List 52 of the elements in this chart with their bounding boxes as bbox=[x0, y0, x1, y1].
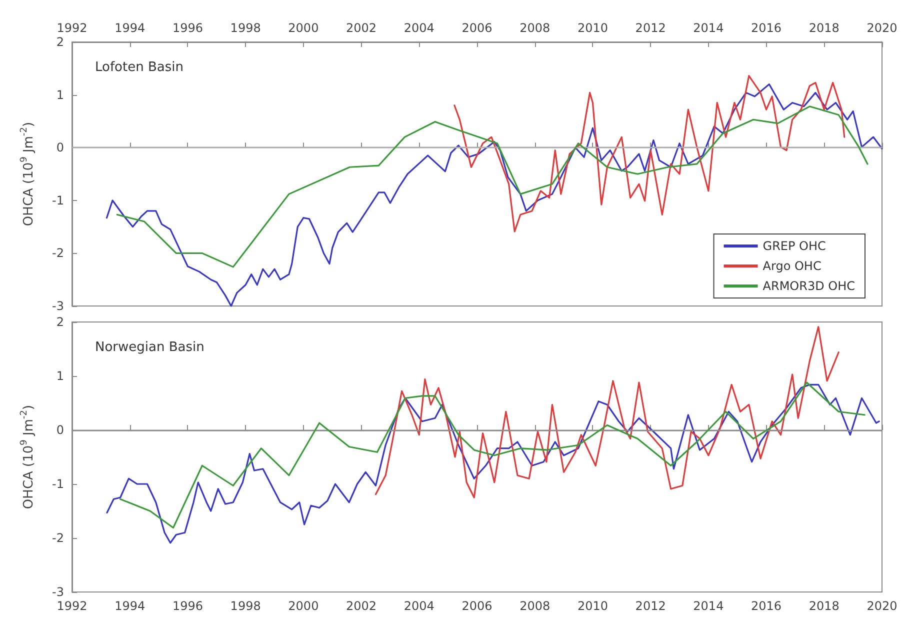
y-tick-label: -1 bbox=[52, 477, 64, 491]
y-tick-label: 2 bbox=[56, 35, 64, 49]
x2-tick-label: 1994 bbox=[114, 21, 146, 35]
x-tick-label: 2016 bbox=[751, 599, 782, 613]
line-series bbox=[106, 83, 883, 307]
y-axis-title: OHCA (109 Jm-2) bbox=[20, 404, 36, 510]
x2-tick-label: 2018 bbox=[808, 21, 840, 35]
x-tick-label: 2006 bbox=[462, 599, 492, 613]
text: Norwegian Basin bbox=[95, 340, 204, 355]
y-tick-label: 1 bbox=[56, 369, 64, 383]
y-tick-label: -3 bbox=[52, 299, 64, 313]
x-tick-label: 1994 bbox=[114, 599, 146, 613]
x2-tick-label: 1996 bbox=[172, 21, 203, 35]
y-tick-label: -3 bbox=[52, 585, 64, 599]
line-series bbox=[374, 326, 840, 498]
x2-tick-label: 1998 bbox=[230, 21, 261, 35]
x-tick-label: 2018 bbox=[808, 599, 840, 613]
x-tick-label: 2014 bbox=[693, 599, 724, 613]
x-tick-label: 2010 bbox=[577, 599, 608, 613]
x-tick-label: 2002 bbox=[346, 599, 377, 613]
line-series bbox=[454, 74, 846, 232]
x-tick-label: 1996 bbox=[172, 599, 203, 613]
x2-tick-label: 2002 bbox=[346, 21, 377, 35]
legend-label: GREP OHC bbox=[762, 239, 826, 253]
x2-tick-label: 2006 bbox=[462, 21, 492, 35]
x2-tick-label: 2000 bbox=[288, 21, 319, 35]
x-tick-label: 2004 bbox=[404, 599, 434, 613]
x-tick-label: 1998 bbox=[230, 599, 261, 613]
x-tick-label: 2020 bbox=[866, 599, 898, 613]
x-tick-label: 2012 bbox=[635, 599, 666, 613]
x2-tick-label: 2016 bbox=[751, 21, 782, 35]
y-tick-label: 1 bbox=[56, 88, 64, 102]
x2-tick-label: 1992 bbox=[56, 21, 88, 35]
y-tick-label: -1 bbox=[52, 193, 64, 208]
x2-tick-label: 2014 bbox=[693, 21, 724, 35]
legend-label: ARMOR3D OHC bbox=[762, 279, 856, 293]
y-tick-label: -2 bbox=[52, 531, 64, 545]
x-tick-label: 1992 bbox=[56, 599, 88, 613]
x-tick-label: 2000 bbox=[288, 599, 319, 613]
y-tick-label: 0 bbox=[56, 140, 64, 155]
x2-tick-label: 2020 bbox=[866, 21, 898, 35]
x2-tick-label: 2012 bbox=[635, 21, 666, 35]
y-tick-label: 0 bbox=[56, 423, 64, 437]
y-axis-title: OHCA (109 Jm-2) bbox=[20, 122, 36, 226]
text: Lofoten Basin bbox=[95, 60, 184, 75]
y-tick-label: -2 bbox=[52, 246, 64, 260]
x2-tick-label: 2004 bbox=[404, 21, 434, 35]
x2-tick-label: 2008 bbox=[520, 21, 550, 35]
legend-label: Argo OHC bbox=[762, 259, 822, 273]
x-tick-label: 2008 bbox=[520, 599, 550, 613]
x2-tick-label: 2010 bbox=[577, 21, 608, 35]
y-tick-label: 2 bbox=[56, 315, 64, 329]
